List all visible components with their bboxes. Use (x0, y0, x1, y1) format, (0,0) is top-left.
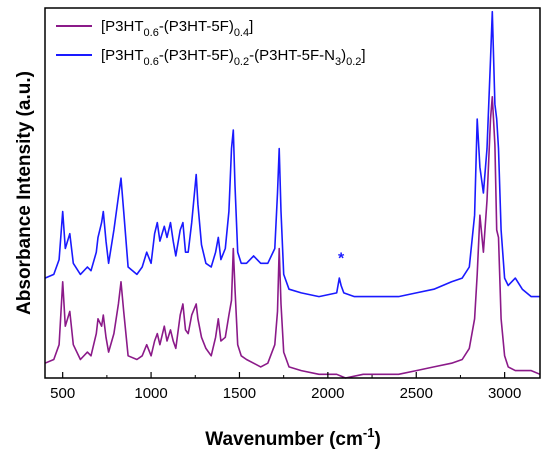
x-tick-label: 1500 (223, 385, 256, 402)
legend-label-2: [P3HT0.6-(P3HT-5F)0.2-(P3HT-5F-N3)0.2] (101, 47, 366, 68)
x-axis-title-superscript: -1 (363, 425, 375, 440)
peak-annotation: * (338, 250, 345, 267)
x-tick-label: 500 (50, 385, 75, 402)
x-axis-title: Wavenumber (cm-1) (205, 425, 381, 450)
annotations: * (338, 250, 345, 267)
legend-label-1: [P3HT0.6-(P3HT-5F)0.4] (101, 18, 253, 39)
x-axis-title-end: ) (374, 429, 380, 450)
x-axis-title-main: Wavenumber (cm (205, 429, 363, 450)
plot-frame (44, 7, 541, 379)
series-layer (44, 10, 541, 379)
x-tick-label: 2500 (400, 385, 433, 402)
x-tick-label: 3000 (488, 385, 521, 402)
series-line-1 (44, 96, 541, 379)
series-line-2 (44, 10, 540, 298)
x-tick-label: 1000 (134, 385, 167, 402)
y-axis-title: Absorbance Intensity (a.u.) (14, 71, 35, 315)
x-tick-label: 2000 (311, 385, 344, 402)
x-axis-ticks: 500 1000 1500 2000 2500 3000 (50, 372, 521, 402)
legend: [P3HT0.6-(P3HT-5F)0.4] [P3HT0.6-(P3HT-5F)… (56, 18, 366, 68)
